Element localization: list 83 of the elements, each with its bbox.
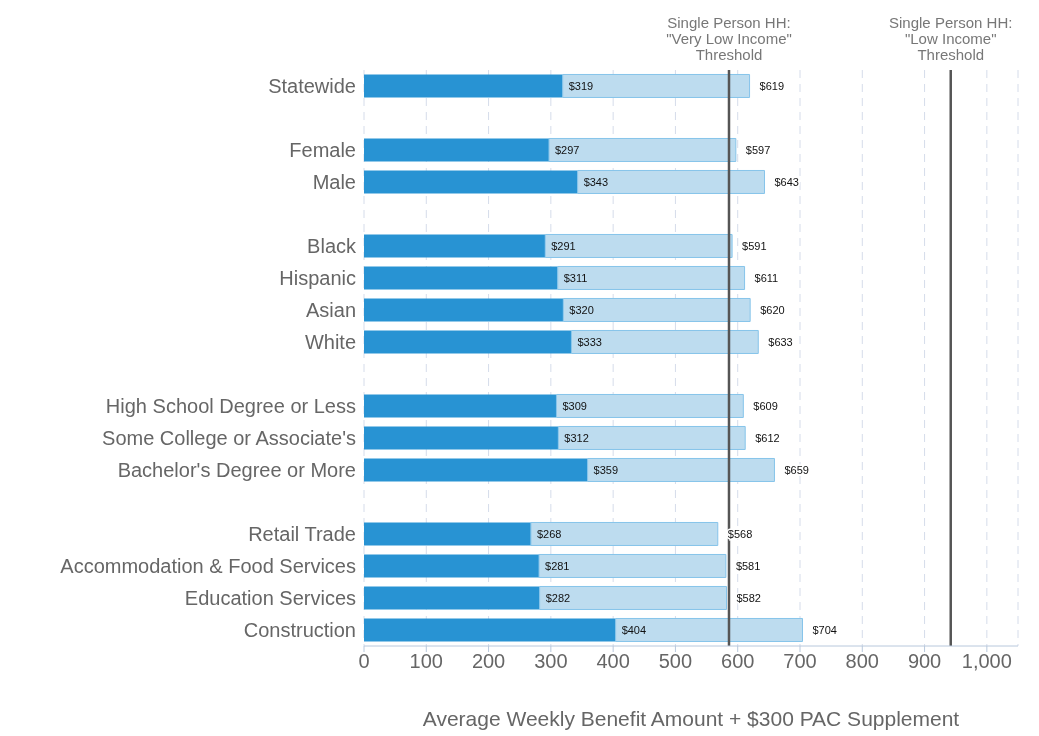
x-tick-label: 200: [471, 650, 506, 673]
total-label: $611: [754, 271, 779, 284]
bar: [364, 74, 563, 98]
bar: [570, 329, 759, 354]
bar: [364, 458, 588, 482]
data-label: $268: [536, 527, 562, 540]
bar: [364, 394, 557, 418]
x-tick-label: 500: [658, 650, 693, 673]
bar: [577, 169, 765, 194]
bar: [587, 457, 775, 482]
bar: [615, 617, 803, 642]
total-label: $619: [759, 79, 785, 92]
data-label: $320: [569, 303, 594, 316]
x-tick-label: 100: [409, 650, 443, 673]
bar: [364, 234, 546, 258]
bar: [364, 586, 540, 610]
bar: [364, 298, 564, 322]
bar: [562, 297, 751, 322]
data-label: $319: [568, 79, 594, 92]
total-label: $597: [745, 143, 771, 156]
y-tick-label: Education Services: [184, 587, 356, 610]
data-label: $282: [545, 591, 571, 604]
total-label: $591: [742, 239, 767, 252]
y-tick-label: Bachelor's Degree or More: [117, 459, 356, 482]
data-label: $312: [564, 431, 589, 444]
total-label: $582: [736, 591, 761, 604]
y-tick-label: Statewide: [268, 75, 356, 98]
y-tick-label: High School Degree or Less: [105, 395, 356, 418]
bar: [364, 618, 616, 642]
total-label: $643: [774, 175, 799, 188]
ref-line-label: Single Person HH: "Very Low Income" Threshold: [666, 14, 792, 63]
total-label: $612: [755, 431, 780, 444]
data-label: $281: [545, 559, 570, 572]
bar: [544, 233, 733, 258]
y-tick-label: Some College or Associate's: [102, 427, 356, 450]
bar: [364, 426, 559, 450]
bar: [364, 522, 531, 546]
bar: [538, 553, 727, 578]
ref-line-label: Single Person HH: "Low Income" Threshold: [889, 14, 1013, 63]
data-label: $333: [577, 335, 602, 348]
data-label: $309: [562, 399, 587, 412]
bar: [562, 73, 751, 98]
data-label: $404: [621, 623, 647, 636]
y-tick-label: Retail Trade: [248, 523, 356, 546]
x-tick-label: 900: [907, 650, 942, 673]
bar: [555, 393, 744, 418]
x-tick-label: 400: [596, 650, 630, 673]
data-label: $359: [593, 463, 619, 476]
bar: [530, 521, 719, 546]
x-axis-title: Average Weekly Benefit Amount + $300 PAC Supplement: [422, 707, 960, 730]
bar: [364, 170, 578, 194]
y-tick-label: Male: [312, 171, 356, 194]
total-label: $704: [812, 623, 837, 636]
total-label: $659: [784, 463, 809, 476]
bar: [539, 585, 727, 610]
total-label: $581: [735, 559, 761, 572]
y-tick-label: White: [304, 331, 356, 354]
y-tick-label: Accommodation & Food Services: [60, 555, 356, 578]
total-label: $633: [768, 335, 793, 348]
bar: [364, 330, 572, 354]
y-tick-label: Black: [307, 235, 357, 258]
y-tick-label: Female: [289, 139, 356, 162]
x-tick-label: 300: [534, 650, 568, 673]
bar: [364, 138, 549, 162]
data-label: $291: [551, 239, 576, 252]
data-label: $297: [554, 143, 580, 156]
y-tick-label: Construction: [243, 619, 356, 642]
x-tick-label: 800: [845, 650, 879, 673]
bar: [557, 265, 746, 290]
x-tick-label: 1,000: [961, 650, 1012, 673]
x-tick-label: 0: [358, 650, 370, 673]
x-tick-label: 700: [783, 650, 817, 673]
bar: [557, 425, 746, 450]
data-label: $311: [563, 271, 588, 284]
bar: [548, 137, 737, 162]
y-tick-label: Asian: [305, 299, 356, 322]
y-tick-label: Hispanic: [279, 267, 356, 290]
bar: [364, 554, 540, 578]
data-label: $343: [583, 175, 609, 188]
x-tick-label: 600: [721, 650, 755, 673]
bar: [364, 266, 558, 290]
total-label: $609: [753, 399, 778, 412]
total-label: $620: [760, 303, 785, 316]
